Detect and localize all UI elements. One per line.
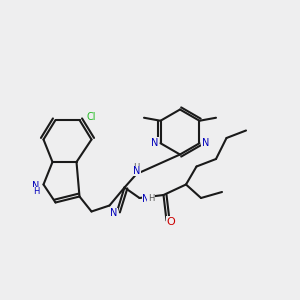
Text: H: H bbox=[133, 163, 140, 172]
Text: H: H bbox=[33, 188, 39, 196]
Text: H: H bbox=[148, 194, 154, 203]
Text: O: O bbox=[167, 217, 176, 227]
Text: N: N bbox=[32, 181, 40, 191]
Text: N: N bbox=[202, 138, 209, 148]
Text: N: N bbox=[151, 138, 158, 148]
Text: N: N bbox=[133, 166, 140, 176]
Text: Cl: Cl bbox=[87, 112, 96, 122]
Text: N: N bbox=[110, 208, 117, 218]
Text: N: N bbox=[142, 194, 150, 204]
